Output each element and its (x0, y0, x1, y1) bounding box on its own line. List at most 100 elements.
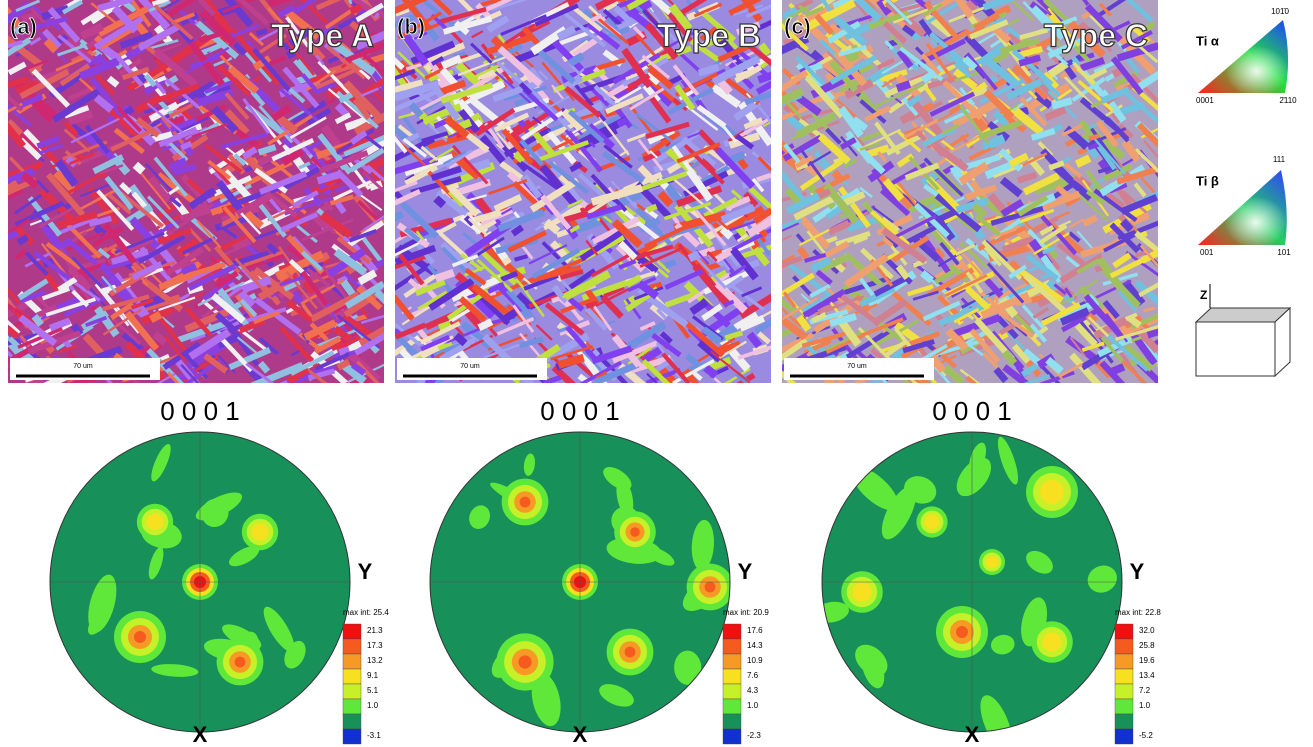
legend-label: 9.1 (367, 671, 379, 680)
legend-swatch (723, 699, 741, 714)
contour (518, 655, 531, 668)
contour (705, 582, 716, 593)
legend-label: 10.9 (747, 656, 763, 665)
pole-direction: 0 0 0 1 (932, 396, 1012, 426)
legend-label: 5.1 (367, 686, 379, 695)
beta-label: Ti β (1196, 173, 1219, 188)
legend-swatch (343, 699, 361, 714)
legend-swatch (723, 729, 741, 744)
contour (986, 556, 998, 568)
legend-swatch (1115, 654, 1133, 669)
legend-swatch (343, 729, 361, 744)
panel-title: Type C (1044, 17, 1148, 53)
panel-title: Type B (657, 17, 761, 53)
alpha-corner: 0001 (1196, 96, 1214, 105)
legend-label: 21.3 (367, 626, 383, 635)
panel-label: (c) (784, 14, 811, 39)
contour (1042, 632, 1061, 651)
legend-label: 1.0 (1139, 701, 1151, 710)
alpha-corner: 2̄110 (1279, 96, 1297, 105)
legend-swatch (723, 669, 741, 684)
legend-label: 4.3 (747, 686, 759, 695)
legend-label: -2.3 (747, 731, 761, 740)
axis-label: Z (1200, 288, 1207, 302)
scale-bar-label: 70 um (847, 363, 867, 370)
beta-corner: 111 (1273, 155, 1286, 164)
contour (520, 497, 531, 508)
contour (630, 527, 640, 537)
contour (925, 515, 939, 529)
legend-label: 1.0 (747, 701, 759, 710)
panel-label: (b) (397, 14, 425, 39)
y-axis-label: Y (738, 559, 753, 584)
contour (235, 657, 246, 668)
ebsd-map: 70 um (757, 0, 1175, 403)
legend-swatch (343, 714, 361, 729)
panel-label: (a) (10, 14, 37, 39)
pole-figure (430, 432, 733, 732)
legend-swatch (343, 684, 361, 699)
legend-swatch (1115, 669, 1133, 684)
legend-label: 25.8 (1139, 641, 1155, 650)
legend-label: 7.6 (747, 671, 759, 680)
alpha-corner: 101̄0 (1271, 7, 1289, 16)
x-axis-label: X (193, 722, 208, 747)
x-axis-label: X (965, 722, 980, 747)
y-axis-label: Y (358, 559, 373, 584)
cube-front (1196, 322, 1275, 376)
y-axis-label: Y (1130, 559, 1145, 584)
alpha-label: Ti α (1196, 33, 1219, 48)
scale-bar-label: 70 um (460, 363, 480, 370)
legend-swatch (343, 639, 361, 654)
legend-swatch (1115, 699, 1133, 714)
legend-swatch (1115, 714, 1133, 729)
legend-label: 19.6 (1139, 656, 1155, 665)
legend-swatch (1115, 684, 1133, 699)
legend-swatch (343, 624, 361, 639)
pole-figure (50, 432, 350, 732)
pole-figure (812, 432, 1122, 747)
orientation-key: Ti α 101̄0 0001 2̄110 Ti β 111 001 101 Z (1196, 7, 1297, 376)
pole-direction: 0 0 0 1 (160, 396, 240, 426)
legend-label: 14.3 (747, 641, 763, 650)
x-axis-label: X (573, 722, 588, 747)
figure: 70 um(a)Type A70 um(b)Type B70 um(c)Type… (0, 0, 1313, 747)
legend-label: 13.2 (367, 656, 383, 665)
ebsd-map: 70 um (0, 0, 404, 399)
legend-label: 7.2 (1139, 686, 1151, 695)
pole-figures: 0 0 0 1 Y Xmax int: 25.4 21.3 17.3 13.2 9.1 5.1… (50, 396, 1161, 747)
contour (625, 647, 636, 658)
beta-corner: 101 (1277, 248, 1291, 257)
contour (252, 524, 269, 541)
legend-swatch (343, 654, 361, 669)
ebsd-map: 70 um (374, 0, 793, 399)
legend-label: 17.6 (747, 626, 763, 635)
contour (1040, 480, 1064, 504)
ebsd-maps: 70 um(a)Type A70 um(b)Type B70 um(c)Type… (0, 0, 1175, 403)
legend-swatch (723, 654, 741, 669)
legend-swatch (343, 669, 361, 684)
legend-label: 32.0 (1139, 626, 1155, 635)
legend-swatch (1115, 729, 1133, 744)
cube-top (1196, 308, 1290, 322)
legend-swatch (1115, 639, 1133, 654)
legend-swatch (723, 639, 741, 654)
legend-label: 13.4 (1139, 671, 1155, 680)
contour (852, 582, 871, 601)
max-int: max int: 20.9 (723, 608, 769, 617)
legend-label: 1.0 (367, 701, 379, 710)
pole-direction: 0 0 0 1 (540, 396, 620, 426)
legend-swatch (723, 684, 741, 699)
max-int: max int: 25.4 (343, 608, 389, 617)
legend-swatch (723, 714, 741, 729)
contour (134, 631, 146, 643)
legend-label: -3.1 (367, 731, 381, 740)
legend-swatch (723, 624, 741, 639)
contour (147, 514, 164, 531)
alpha-triangle-shade (1198, 20, 1288, 93)
panel-title: Type A (271, 17, 374, 53)
legend-label: 17.3 (367, 641, 383, 650)
legend-swatch (1115, 624, 1133, 639)
beta-corner: 001 (1200, 248, 1214, 257)
legend-label: -5.2 (1139, 731, 1153, 740)
